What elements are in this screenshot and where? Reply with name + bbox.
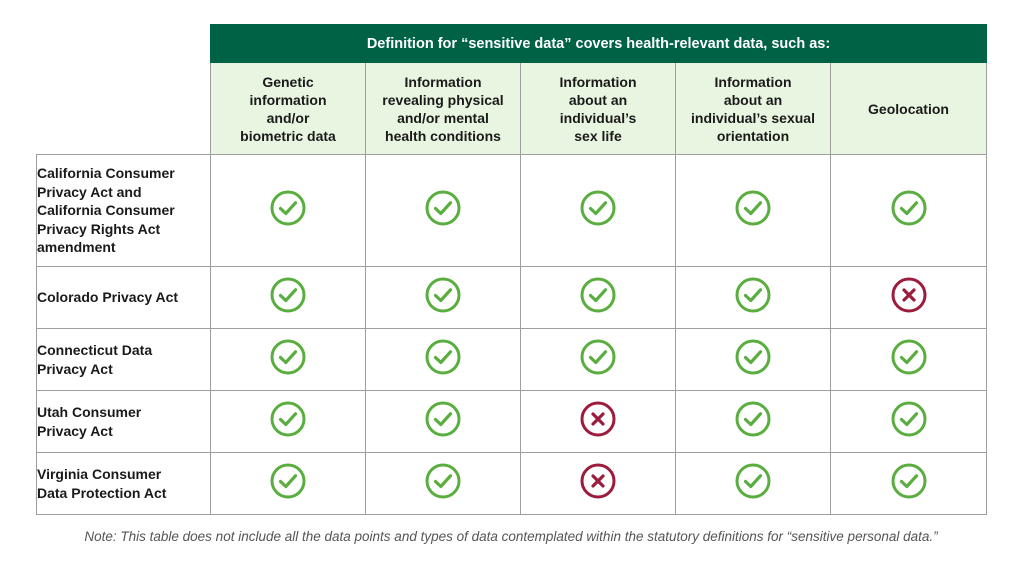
check-circle-icon <box>425 463 461 499</box>
table-cell <box>675 390 831 453</box>
check-circle-icon <box>270 190 306 226</box>
check-circle-icon <box>735 277 771 313</box>
table-cell <box>520 452 676 515</box>
table-cell <box>830 154 987 267</box>
check-circle-icon <box>891 190 927 226</box>
column-header: Information revealing physical and/or me… <box>365 62 521 155</box>
x-circle-icon <box>891 277 927 313</box>
check-circle-icon <box>735 401 771 437</box>
column-header: Information about an individual’s sexual… <box>675 62 831 155</box>
table-cell <box>830 390 987 453</box>
table-cell <box>675 452 831 515</box>
check-circle-icon <box>425 401 461 437</box>
table-cell <box>365 328 521 391</box>
table-cell <box>675 154 831 267</box>
table-cell <box>210 154 366 267</box>
check-circle-icon <box>735 463 771 499</box>
check-circle-icon <box>735 190 771 226</box>
check-circle-icon <box>580 277 616 313</box>
x-circle-icon <box>580 401 616 437</box>
column-header: Genetic information and/or biometric dat… <box>210 62 366 155</box>
column-header-row: Genetic information and/or biometric dat… <box>36 62 987 155</box>
check-circle-icon <box>891 463 927 499</box>
table-cell <box>675 266 831 329</box>
blank-corner <box>36 24 211 63</box>
table-cell <box>365 452 521 515</box>
table-row: California Consumer Privacy Act and Cali… <box>36 154 987 267</box>
table-row: Connecticut Data Privacy Act <box>36 328 987 391</box>
check-circle-icon <box>425 339 461 375</box>
check-circle-icon <box>270 401 306 437</box>
table-cell <box>365 390 521 453</box>
table-row: Utah Consumer Privacy Act <box>36 390 987 453</box>
table-cell <box>520 328 676 391</box>
table-banner: Definition for “sensitive data” covers h… <box>210 24 987 63</box>
check-circle-icon <box>580 339 616 375</box>
check-circle-icon <box>735 339 771 375</box>
table-cell <box>830 452 987 515</box>
check-circle-icon <box>580 190 616 226</box>
row-header: Utah Consumer Privacy Act <box>36 390 211 453</box>
table-cell <box>520 266 676 329</box>
table-cell <box>675 328 831 391</box>
table-cell <box>210 452 366 515</box>
table-body: California Consumer Privacy Act and Cali… <box>36 154 987 515</box>
check-circle-icon <box>891 401 927 437</box>
blank-corner-lower <box>36 62 211 155</box>
table-cell <box>365 266 521 329</box>
column-header: Information about an individual’s sex li… <box>520 62 676 155</box>
footnote: Note: This table does not include all th… <box>84 529 938 544</box>
check-circle-icon <box>270 339 306 375</box>
row-header: Connecticut Data Privacy Act <box>36 328 211 391</box>
table-row: Virginia Consumer Data Protection Act <box>36 452 987 515</box>
table-cell <box>830 266 987 329</box>
row-header: California Consumer Privacy Act and Cali… <box>36 154 211 267</box>
comparison-table: Definition for “sensitive data” covers h… <box>36 24 987 515</box>
table-row: Colorado Privacy Act <box>36 266 987 329</box>
check-circle-icon <box>891 339 927 375</box>
table-cell <box>830 328 987 391</box>
check-circle-icon <box>270 463 306 499</box>
x-circle-icon <box>580 463 616 499</box>
row-header: Virginia Consumer Data Protection Act <box>36 452 211 515</box>
table-cell <box>210 328 366 391</box>
table-cell <box>210 266 366 329</box>
check-circle-icon <box>425 277 461 313</box>
check-circle-icon <box>270 277 306 313</box>
table-cell <box>210 390 366 453</box>
table-cell <box>365 154 521 267</box>
check-circle-icon <box>425 190 461 226</box>
row-header: Colorado Privacy Act <box>36 266 211 329</box>
column-header: Geolocation <box>830 62 987 155</box>
table-cell <box>520 154 676 267</box>
table-cell <box>520 390 676 453</box>
